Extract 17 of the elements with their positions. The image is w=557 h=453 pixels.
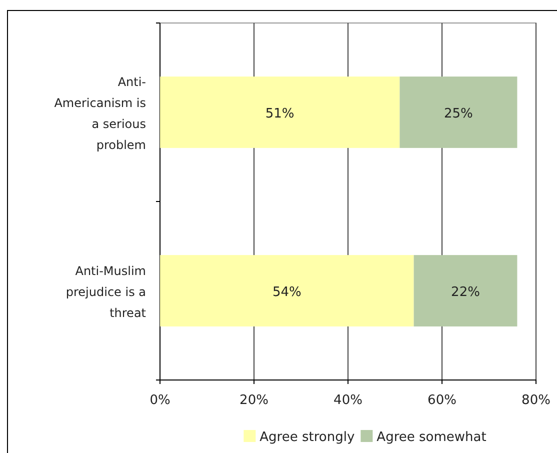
y-tick-label: Anti-Americanism is a serious problem (54, 74, 146, 152)
data-label: 25% (444, 106, 473, 122)
legend-label: Agree somewhat (376, 430, 486, 445)
x-tick-label: 40% (334, 392, 362, 408)
x-tick-label: 0% (150, 392, 170, 408)
data-label: 22% (451, 284, 480, 300)
y-tick-label: Anti-Muslim prejudice is a threat (66, 264, 146, 320)
bar (400, 76, 518, 148)
x-tick-label: 60% (428, 392, 456, 408)
bar (160, 255, 414, 326)
data-label: 51% (265, 106, 294, 122)
data-label: 54% (272, 284, 302, 300)
bar (160, 76, 400, 148)
bar (414, 255, 518, 326)
x-tick-label: 20% (240, 392, 268, 408)
legend-label: Agree strongly (260, 430, 355, 445)
x-tick-label: 80% (522, 392, 550, 408)
